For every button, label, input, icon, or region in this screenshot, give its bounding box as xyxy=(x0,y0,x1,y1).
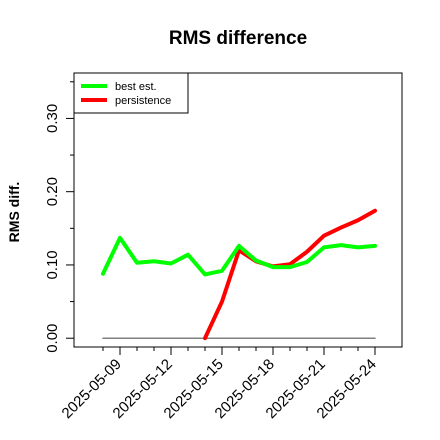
y-tick-label: 0.20 xyxy=(44,177,61,206)
series-line-persistence xyxy=(203,208,377,341)
legend-label: persistence xyxy=(115,95,171,107)
plot-frame xyxy=(73,72,403,348)
legend-label: best est. xyxy=(115,81,157,93)
series-layer xyxy=(101,208,377,341)
series-line-best-est xyxy=(101,235,377,277)
y-tick-label: 0.00 xyxy=(44,324,61,353)
y-axis-label: RMS diff. xyxy=(6,182,22,243)
chart-title: RMS difference xyxy=(169,28,307,49)
y-tick-label: 0.10 xyxy=(44,250,61,279)
y-axis: 0.00 0.10 0.20 0.30 xyxy=(44,81,74,353)
x-axis: 2025-05-092025-05-122025-05-152025-05-18… xyxy=(59,347,380,422)
y-tick-label: 0.30 xyxy=(44,104,61,133)
legend-box xyxy=(73,72,189,114)
legend: best est. persistence xyxy=(73,72,189,114)
